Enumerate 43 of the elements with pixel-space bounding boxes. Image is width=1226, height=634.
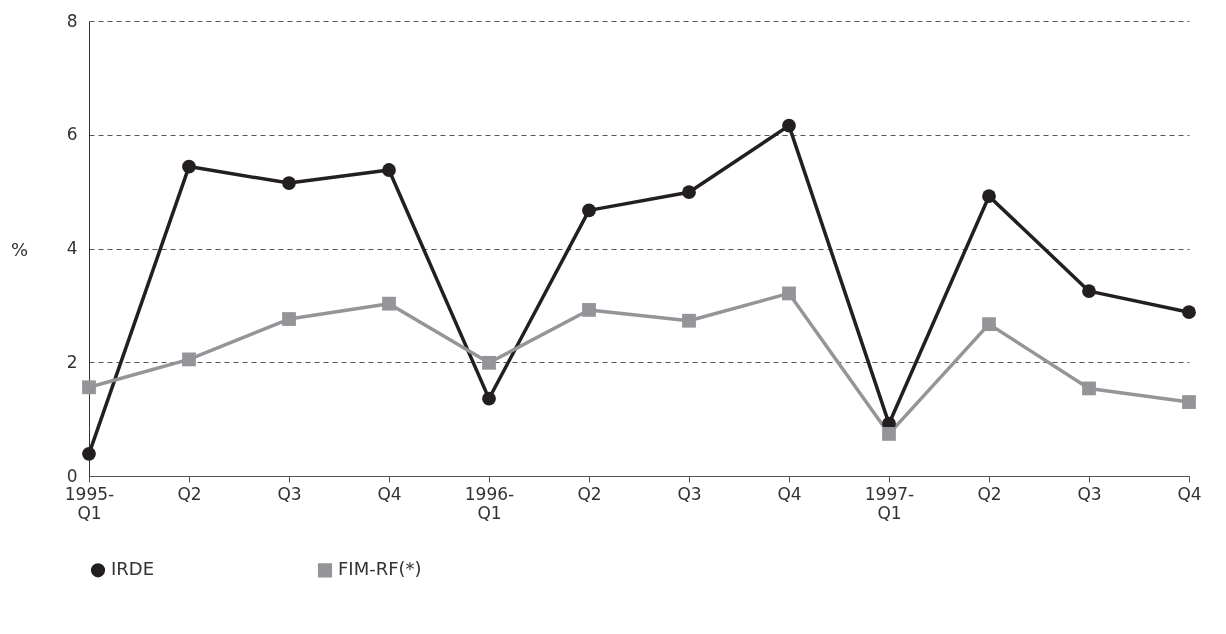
point [182,352,196,367]
x-tick-label: Q3 [1077,483,1102,504]
point [782,118,796,133]
point [1182,395,1196,409]
y-axis-title: % [10,238,29,260]
y-tick-label: 2 [66,351,78,372]
point [582,203,596,218]
point [482,355,496,370]
point [282,176,296,190]
x-tick-label: Q2 [577,483,602,504]
x-tick-label: Q4 [377,483,402,504]
point [1082,381,1096,396]
point [1182,305,1196,320]
legend-label: FIM-RF(*) [338,558,422,580]
point [1082,284,1096,299]
y-tick-label: 6 [66,124,78,145]
x-tick-label: 1995-Q1 [64,483,115,523]
x-tick-label: 1997-Q1 [864,483,915,523]
x-tick-label: Q4 [777,483,802,504]
point [382,296,396,311]
point [82,380,96,395]
point [282,312,296,326]
point [182,159,196,174]
point [382,163,396,177]
x-tick-label: 1996-Q1 [464,483,515,523]
point [482,391,496,406]
legend-label: IRDE [111,558,155,580]
point [582,303,596,317]
point [882,427,896,441]
x-tick-label: Q4 [1177,483,1202,504]
point [982,317,996,332]
x-tick-label: Q3 [277,483,302,504]
y-tick-label: 4 [66,238,78,258]
y-tick-label: 8 [66,10,78,31]
x-tick-label: Q3 [677,483,702,504]
point [82,446,96,461]
x-tick-label: Q2 [177,483,202,504]
y-tick-label: 0 [66,465,78,486]
point [682,185,696,200]
point [782,286,796,301]
x-tick-label: Q2 [977,483,1002,504]
point [982,189,996,204]
point [682,313,696,328]
